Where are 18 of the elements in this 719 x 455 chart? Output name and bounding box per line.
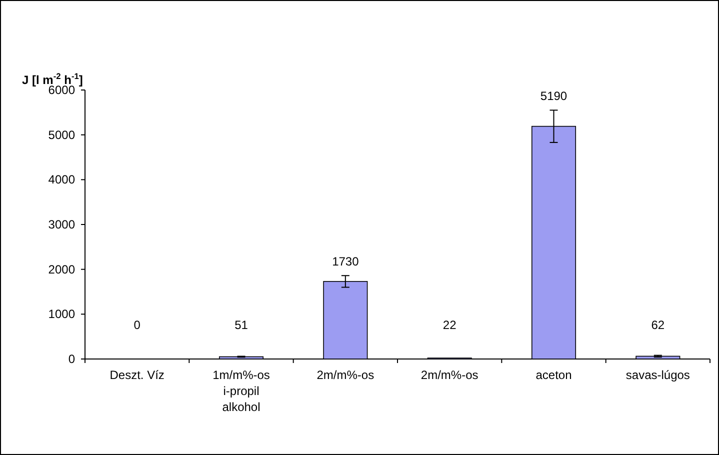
y-tick-label: 4000 (48, 172, 76, 187)
y-tick-label: 2000 (48, 262, 76, 276)
x-tick-label: 1m/m%-os i-propil alkohol (212, 368, 270, 414)
data-label: 22 (442, 318, 457, 332)
data-label: 51 (234, 318, 248, 332)
y-tick-label: 0 (68, 352, 76, 366)
data-label: 0 (134, 318, 141, 332)
x-tick-label: Deszt. Víz (110, 368, 164, 382)
x-tick-label: aceton (536, 368, 572, 382)
data-label: 1730 (332, 254, 360, 269)
data-label: 62 (651, 318, 665, 332)
x-tick-label: 2m/m%-os (420, 368, 478, 382)
x-tick-label: savas-lúgos (626, 368, 690, 382)
x-tick-label: 2m/m%-os (316, 368, 374, 382)
data-label: 5190 (540, 89, 568, 104)
y-tick-label: 1000 (48, 307, 76, 322)
y-tick-label: 3000 (48, 218, 76, 232)
y-tick-label: 5000 (48, 128, 76, 142)
